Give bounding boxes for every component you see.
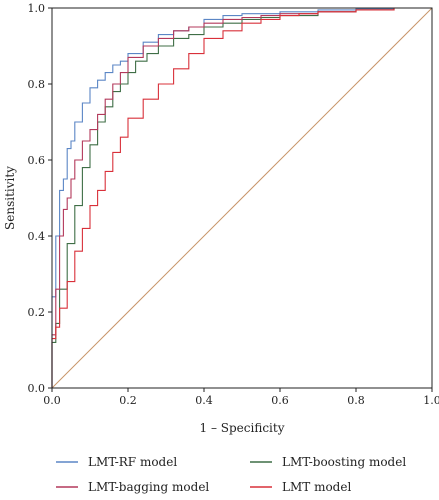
series-line-lmt-model bbox=[51, 7, 432, 388]
legend-label-lmt-boosting-model: LMT-boosting model bbox=[282, 455, 406, 469]
y-tick-label: 0.6 bbox=[28, 154, 46, 167]
roc-series bbox=[51, 7, 432, 388]
x-tick-label: 0.8 bbox=[347, 394, 365, 407]
x-tick-label: 0.0 bbox=[43, 394, 61, 407]
x-tick-label: 0.6 bbox=[271, 394, 289, 407]
x-axis-title: 1 – Specificity bbox=[200, 421, 285, 435]
legend-label-lmt-model: LMT model bbox=[282, 480, 351, 494]
y-tick-label: 0.4 bbox=[28, 230, 46, 243]
legend-label-lmt-rf-model: LMT-RF model bbox=[88, 455, 177, 469]
series-line-lmt-rf-model bbox=[51, 7, 432, 388]
legend-label-lmt-bagging-model: LMT-bagging model bbox=[88, 480, 209, 494]
y-tick-label: 0.8 bbox=[28, 78, 46, 91]
x-tick-label: 0.4 bbox=[195, 394, 213, 407]
x-tick-label: 1.0 bbox=[423, 394, 439, 407]
axis-ticks: 0.0 0.2 0.4 0.6 0.8 1.0 0.0 0.2 0.4 0.6 0.8 1.0 bbox=[28, 2, 439, 407]
plot-frame bbox=[51, 7, 433, 389]
reference-diagonal bbox=[51, 7, 433, 389]
y-tick-label: 1.0 bbox=[28, 2, 46, 15]
y-axis-title: Sensitivity bbox=[3, 166, 17, 230]
reference-diagonal-line bbox=[51, 7, 433, 389]
y-tick-label: 0.0 bbox=[28, 382, 46, 395]
legend: LMT-RF model LMT-boosting model LMT-baggin… bbox=[56, 455, 406, 494]
x-tick-label: 0.2 bbox=[119, 394, 137, 407]
y-tick-label: 0.2 bbox=[28, 306, 46, 319]
